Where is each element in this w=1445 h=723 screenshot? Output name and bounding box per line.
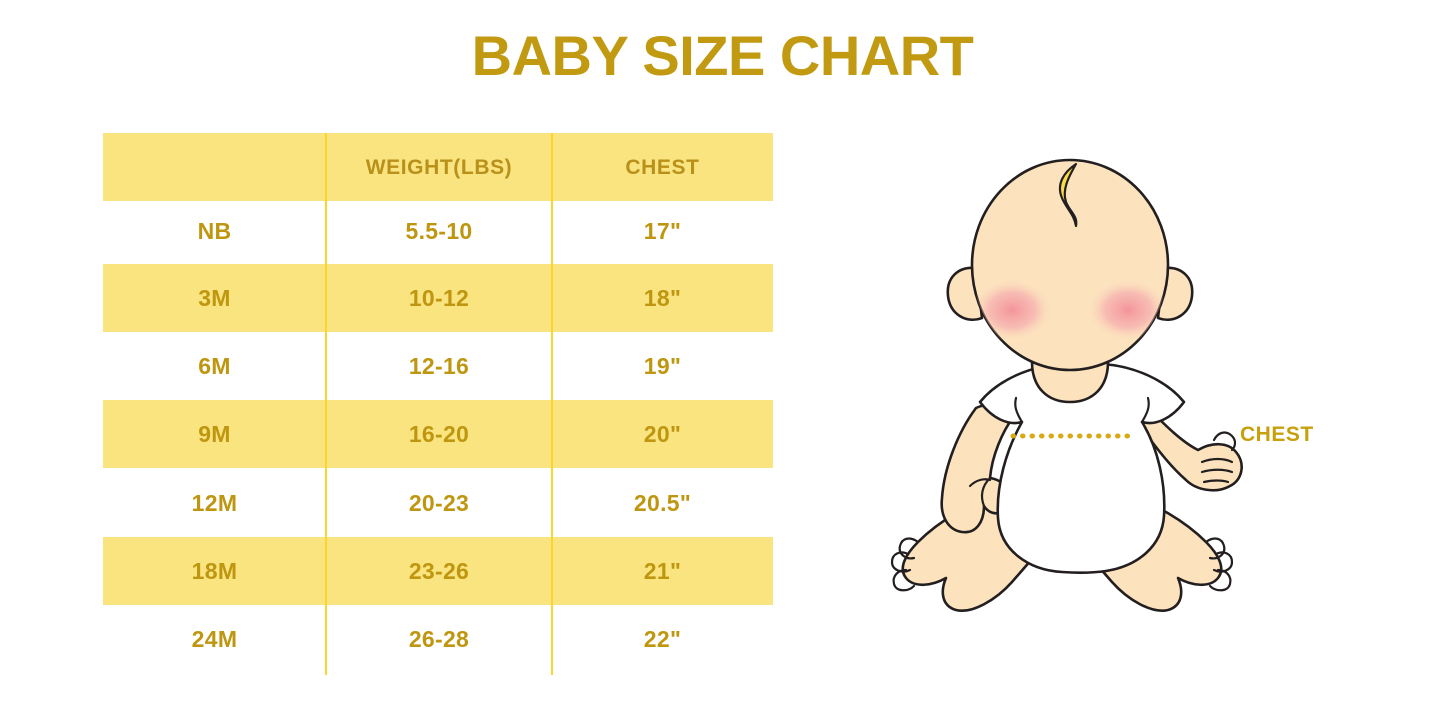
cell-chest: 20.5" [633, 489, 692, 516]
table-row: 3M 10-12 18" [103, 264, 773, 332]
baby-onesie [978, 361, 1186, 574]
cell-weight: 23-26 [408, 557, 470, 584]
cell-weight: 20-23 [408, 489, 470, 516]
row-band-header [103, 133, 773, 201]
table-row-layer: WEIGHT(LBS) CHEST NB 5.5-10 17" 3M 10-12… [103, 133, 773, 675]
table-row: 6M 12-16 19" [103, 332, 773, 400]
header-cell-weight: WEIGHT(LBS) [365, 155, 513, 179]
baby-cheeks [972, 278, 1168, 342]
table-band-layer [103, 133, 773, 675]
cell-size: NB [197, 217, 232, 244]
baby-left-arm [940, 403, 1016, 534]
column-divider-2 [551, 133, 553, 675]
cell-size: 18M [191, 557, 238, 584]
cell-chest: 20" [643, 420, 682, 447]
row-band-18m [103, 537, 773, 605]
size-chart-table: WEIGHT(LBS) CHEST NB 5.5-10 17" 3M 10-12… [103, 133, 773, 675]
baby-hair-curl [1058, 162, 1078, 228]
row-band-3m [103, 264, 773, 332]
cell-chest: 17" [643, 217, 682, 244]
header-cell-chest: CHEST [625, 155, 700, 179]
cell-size: 9M [198, 420, 231, 447]
baby-illustration [880, 150, 1280, 620]
cell-chest: 18" [643, 284, 682, 311]
cell-weight: 10-12 [408, 284, 470, 311]
column-divider-1 [325, 133, 327, 675]
chest-label: CHEST [1240, 423, 1314, 446]
cell-size: 12M [191, 489, 238, 516]
cell-size: 24M [191, 625, 238, 652]
row-band-9m [103, 400, 773, 468]
cell-size: 3M [198, 284, 231, 311]
table-header-row: WEIGHT(LBS) CHEST [103, 133, 773, 201]
cell-size: 6M [198, 352, 231, 379]
page-title: BABY SIZE CHART [471, 24, 974, 87]
cell-weight: 16-20 [408, 420, 470, 447]
cell-weight: 12-16 [408, 352, 470, 379]
baby-right-foot-toes [1204, 537, 1234, 592]
cell-weight: 5.5-10 [405, 217, 473, 244]
cell-chest: 19" [643, 352, 682, 379]
table-row: 9M 16-20 20" [103, 400, 773, 468]
table-row: NB 5.5-10 17" [103, 197, 773, 265]
cell-chest: 21" [643, 557, 682, 584]
table-row: 18M 23-26 21" [103, 537, 773, 605]
table-row: 12M 20-23 20.5" [103, 469, 773, 537]
cell-weight: 26-28 [408, 625, 470, 652]
table-row: 24M 26-28 22" [103, 605, 773, 673]
baby-left-foot-toes [890, 537, 920, 592]
cell-chest: 22" [643, 625, 682, 652]
